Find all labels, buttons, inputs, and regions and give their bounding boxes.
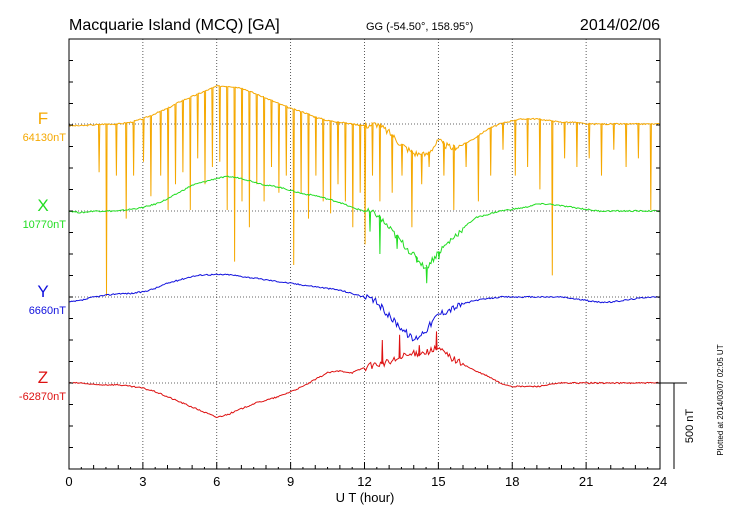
- trace-F: [68, 84, 661, 297]
- series-label-F: F: [38, 109, 48, 128]
- scale-bar-label: 500 nT: [684, 409, 696, 444]
- series-label-Z: Z: [38, 368, 48, 387]
- data-traces: [68, 84, 661, 419]
- plotted-note: Plotted at 2014/03/07 02:05 UT: [716, 344, 725, 455]
- series-label-X: X: [37, 196, 48, 215]
- x-axis-label: U T (hour): [336, 490, 395, 505]
- x-tick-label-21: 21: [579, 474, 593, 489]
- x-tick-label-3: 3: [139, 474, 146, 489]
- chart-subtitle: GG (-54.50°, 158.95°): [366, 21, 473, 33]
- trace-Z: [68, 331, 661, 419]
- baseline-value-Y: 6660nT: [29, 305, 67, 317]
- baseline-value-Z: -62870nT: [19, 391, 66, 403]
- grid-lines: [142, 39, 587, 469]
- x-tick-label-6: 6: [213, 474, 220, 489]
- x-tick-label-15: 15: [431, 474, 445, 489]
- x-tick-label-12: 12: [357, 474, 371, 489]
- baseline-value-F: 64130nT: [23, 132, 67, 144]
- chart-title: Macquarie Island (MCQ) [GA]: [69, 17, 280, 34]
- x-tick-label-9: 9: [287, 474, 294, 489]
- x-axis-ticks: 0 3 6 9 12 15 18 21 24: [65, 60, 667, 489]
- series-label-Y: Y: [37, 282, 48, 301]
- plot-frame: [68, 38, 661, 470]
- x-tick-label-24: 24: [653, 474, 667, 489]
- x-tick-label-18: 18: [505, 474, 519, 489]
- scale-bar: 500 nT: [660, 382, 696, 469]
- chart-date: 2014/02/06: [580, 17, 660, 34]
- trace-labels: F 64130nT X 10770nT Y 6660nT Z -62870nT: [19, 109, 66, 403]
- baseline-value-X: 10770nT: [23, 219, 67, 231]
- x-tick-label-0: 0: [65, 474, 72, 489]
- trace-X: [68, 175, 661, 284]
- trace-Y: [68, 273, 661, 342]
